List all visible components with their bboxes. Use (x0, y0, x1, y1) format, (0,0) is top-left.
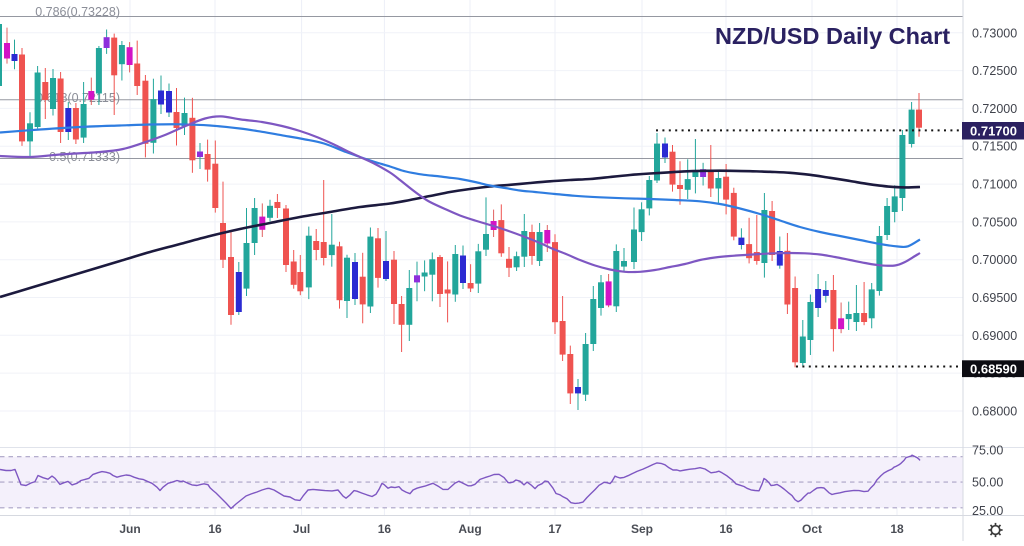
svg-text:18: 18 (890, 522, 904, 536)
svg-text:Jun: Jun (119, 522, 140, 536)
svg-text:25.00: 25.00 (972, 504, 1003, 518)
svg-text:0.70500: 0.70500 (972, 215, 1017, 229)
svg-text:0.70000: 0.70000 (972, 253, 1017, 267)
svg-text:0.72000: 0.72000 (972, 102, 1017, 116)
svg-text:17: 17 (548, 522, 562, 536)
svg-text:75.00: 75.00 (972, 444, 1003, 458)
svg-text:16: 16 (378, 522, 392, 536)
svg-text:Sep: Sep (631, 522, 653, 536)
svg-text:0.69000: 0.69000 (972, 329, 1017, 343)
svg-text:16: 16 (719, 522, 733, 536)
svg-text:16: 16 (208, 522, 222, 536)
svg-text:0.73000: 0.73000 (972, 26, 1017, 40)
svg-text:0.72500: 0.72500 (972, 64, 1017, 78)
svg-text:Aug: Aug (458, 522, 481, 536)
svg-text:0.71500: 0.71500 (972, 140, 1017, 154)
svg-text:Oct: Oct (802, 522, 822, 536)
svg-text:50.00: 50.00 (972, 476, 1003, 490)
svg-text:0.71700: 0.71700 (970, 124, 1017, 139)
svg-text:0.618(0.72115): 0.618(0.72115) (36, 91, 120, 105)
svg-text:0.71000: 0.71000 (972, 178, 1017, 192)
svg-text:NZD/USD Daily Chart: NZD/USD Daily Chart (715, 23, 950, 49)
svg-text:0.68590: 0.68590 (970, 361, 1017, 376)
svg-text:0.69500: 0.69500 (972, 291, 1017, 305)
svg-text:0.68000: 0.68000 (972, 405, 1017, 419)
svg-text:0.786(0.73228): 0.786(0.73228) (35, 5, 120, 19)
svg-text:Jul: Jul (293, 522, 310, 536)
